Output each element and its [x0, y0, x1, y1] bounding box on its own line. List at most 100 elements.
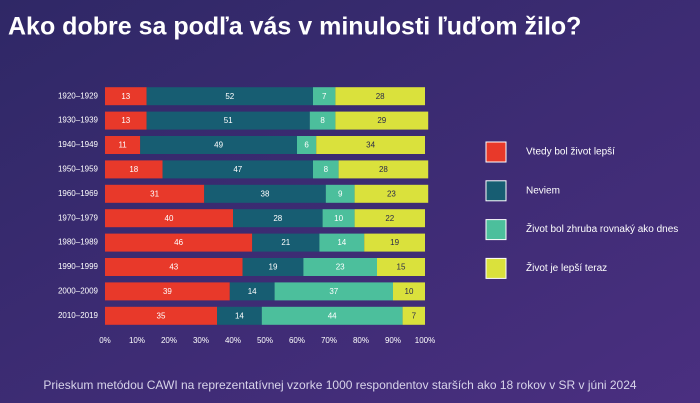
bar-segment: [242, 258, 304, 276]
bar-segment: [261, 306, 403, 325]
legend-swatch: [485, 180, 507, 202]
data-label: 15: [397, 263, 406, 272]
data-label: 18: [129, 165, 138, 174]
bar-segment: [338, 160, 429, 179]
bar-segment: [402, 306, 425, 325]
bar-segment: [162, 160, 313, 179]
data-label: 51: [224, 116, 233, 125]
y-tick-label: 1960–1969: [58, 189, 99, 198]
bar-segment: [252, 233, 320, 252]
data-label: 34: [366, 141, 375, 150]
bar-segment: [274, 282, 393, 301]
bar-segment: [393, 282, 425, 301]
bar-segment: [364, 233, 425, 252]
y-tick-label: 1930–1939: [58, 116, 99, 125]
data-label: 40: [165, 214, 174, 223]
bar-segment: [233, 209, 323, 228]
bar-segment: [354, 184, 429, 203]
bar-segment: [105, 111, 147, 130]
data-label: 14: [235, 311, 244, 320]
bar-segment: [105, 282, 230, 301]
legend-label: Vtedy bol život lepší: [526, 147, 615, 158]
data-label: 22: [385, 214, 394, 223]
x-tick-label: 70%: [321, 336, 337, 345]
bar-segment: [319, 233, 365, 252]
bar-segment: [105, 258, 243, 276]
data-label: 23: [336, 263, 345, 272]
bar-segment: [146, 111, 310, 130]
x-tick-label: 40%: [225, 336, 241, 345]
data-label: 39: [163, 287, 172, 296]
bar-segment: [217, 306, 262, 325]
y-tick-label: 1940–1949: [58, 140, 99, 149]
bar-segment: [322, 209, 355, 228]
data-label: 10: [334, 214, 343, 223]
bar-segment: [309, 111, 336, 130]
legend-label: Život bol zhruba rovnaký ako dnes: [526, 222, 678, 235]
bar-segment: [335, 111, 429, 130]
x-tick-label: 60%: [289, 336, 305, 345]
bar-segment: [105, 160, 163, 179]
y-tick-label: 1950–1959: [58, 165, 99, 174]
bar-segment: [313, 87, 336, 106]
bar-segment: [105, 136, 141, 154]
data-label: 14: [248, 287, 257, 296]
y-tick-label: 2010–2019: [58, 311, 99, 320]
bar-segment: [303, 258, 377, 276]
bar-segment: [140, 136, 297, 154]
data-label: 14: [337, 238, 346, 247]
y-tick-label: 1990–1999: [58, 262, 99, 271]
bar-segment: [325, 184, 355, 203]
bar-segment: [105, 306, 217, 325]
data-label: 8: [324, 165, 329, 174]
data-label: 46: [174, 238, 183, 247]
bar-segment: [229, 282, 275, 301]
legend-swatch: [485, 219, 507, 241]
data-label: 37: [329, 287, 338, 296]
legend-label: Neviem: [526, 185, 560, 196]
bar-segment: [313, 160, 339, 179]
data-label: 7: [412, 311, 417, 320]
bar-segment: [146, 87, 313, 106]
data-label: 6: [304, 141, 309, 150]
legend-swatch: [485, 141, 507, 163]
x-tick-label: 20%: [161, 336, 177, 345]
data-label: 21: [281, 238, 290, 247]
data-label: 44: [328, 311, 337, 320]
bar-segment: [377, 258, 425, 276]
data-label: 47: [233, 165, 242, 174]
data-label: 35: [157, 311, 166, 320]
bar-segment: [297, 136, 317, 154]
x-tick-label: 80%: [353, 336, 369, 345]
bar-segment: [316, 136, 425, 154]
data-label: 43: [169, 263, 178, 272]
data-label: 8: [320, 116, 325, 125]
bar-segment: [105, 209, 233, 228]
bar-segment: [354, 209, 425, 228]
bar-segment: [105, 87, 147, 106]
data-label: 49: [214, 141, 223, 150]
data-label: 28: [379, 165, 388, 174]
data-label: 11: [118, 141, 127, 150]
data-label: 9: [338, 189, 343, 198]
bar-segment: [335, 87, 425, 106]
x-tick-label: 100%: [415, 336, 435, 345]
bar-segment: [105, 184, 205, 203]
y-tick-label: 1970–1979: [58, 213, 99, 222]
x-tick-label: 90%: [385, 336, 401, 345]
data-label: 28: [376, 92, 385, 101]
y-tick-label: 2000–2009: [58, 287, 99, 296]
data-label: 7: [322, 92, 327, 101]
x-tick-label: 30%: [193, 336, 209, 345]
data-label: 28: [273, 214, 282, 223]
x-tick-label: 10%: [129, 336, 145, 345]
x-tick-label: 50%: [257, 336, 273, 345]
data-label: 19: [390, 238, 399, 247]
chart-title: Ako dobre sa podľa vás v minulosti ľuďom…: [8, 13, 581, 41]
data-label: 10: [405, 287, 414, 296]
footnote: Prieskum metódou CAWI na reprezentatívne…: [43, 378, 637, 392]
data-label: 52: [225, 92, 234, 101]
y-tick-label: 1980–1989: [58, 238, 99, 247]
data-label: 13: [121, 116, 130, 125]
